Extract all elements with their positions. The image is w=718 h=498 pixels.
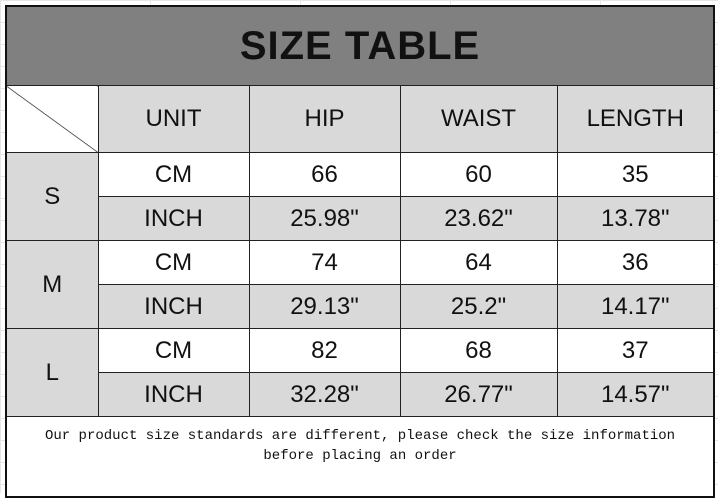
size-table: SIZE TABLE UNIT HIP WAIST LENGTH S CM 66 60… — [5, 5, 716, 498]
cell-unit: CM — [97, 152, 250, 197]
table-row: INCH 32.28" 26.77" 14.57" — [6, 372, 715, 417]
cell-waist: 25.2" — [399, 284, 558, 329]
cell-unit: INCH — [97, 196, 250, 241]
cell-waist: 64 — [399, 240, 558, 285]
size-label: L — [5, 328, 99, 417]
note-line: Our product size standards are different… — [44, 428, 676, 444]
size-label: M — [5, 240, 99, 329]
cell-waist: 23.62" — [399, 196, 558, 241]
cell-length: 37 — [556, 328, 715, 373]
cell-hip: 25.98" — [248, 196, 401, 241]
cell-hip: 74 — [248, 240, 401, 285]
cell-waist: 60 — [399, 152, 558, 197]
cell-unit: INCH — [97, 284, 250, 329]
table-row: M CM 74 64 36 — [5, 240, 715, 329]
size-note: Our product size standards are different… — [5, 416, 715, 498]
diagonal-corner-cell — [5, 85, 99, 153]
cell-unit: INCH — [97, 372, 250, 417]
cell-waist: 26.77" — [399, 372, 558, 417]
table-row: S CM 66 60 35 — [5, 152, 715, 241]
cell-length: 36 — [556, 240, 715, 285]
cell-length: 14.17" — [556, 284, 715, 329]
note-line: before placing an order — [263, 448, 457, 464]
cell-hip: 82 — [248, 328, 401, 373]
cell-hip: 32.28" — [248, 372, 401, 417]
table-row: INCH 25.98" 23.62" 13.78" — [6, 196, 715, 241]
table-row: L CM 82 68 37 — [5, 328, 715, 417]
size-label: S — [5, 152, 99, 241]
header-hip: HIP — [248, 85, 401, 153]
cell-hip: 66 — [248, 152, 401, 197]
cell-unit: CM — [97, 328, 250, 373]
cell-length: 35 — [556, 152, 715, 197]
cell-waist: 68 — [399, 328, 558, 373]
header-length: LENGTH — [556, 85, 715, 153]
header-waist: WAIST — [399, 85, 558, 153]
cell-hip: 29.13" — [248, 284, 401, 329]
table-row: INCH 29.13" 25.2" 14.17" — [6, 284, 715, 329]
cell-unit: CM — [97, 240, 250, 285]
cell-length: 14.57" — [556, 372, 715, 417]
cell-length: 13.78" — [556, 196, 715, 241]
table-title: SIZE TABLE — [5, 5, 715, 86]
header-unit: UNIT — [97, 85, 250, 153]
